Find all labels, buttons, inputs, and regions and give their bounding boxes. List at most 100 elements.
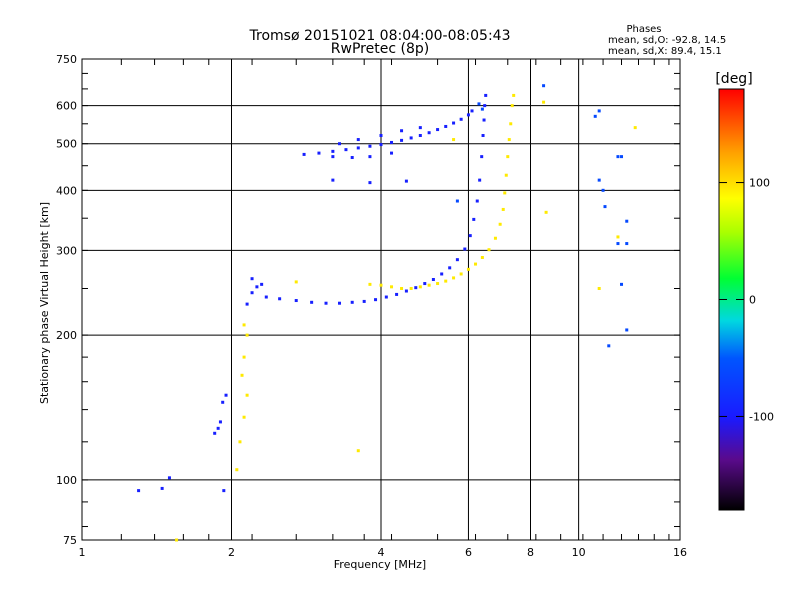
echo-point [409,136,413,140]
echo-point [250,291,254,295]
echo-point [466,113,470,117]
echo-point [455,258,459,262]
echo-point [278,297,282,301]
echo-point [444,279,448,283]
echo-point [427,131,431,135]
chart-subtitle: RwPretec (8p) [331,41,429,57]
echo-point [356,146,360,150]
echo-point [498,222,502,226]
echo-point [250,277,254,281]
echo-point [245,333,249,337]
echo-point [302,152,306,156]
echo-point [484,93,488,97]
echo-point [418,126,422,130]
colorbar-ticks: 100 0 -100 [719,177,774,423]
echo-point [597,109,601,113]
x-tick-label: 8 [527,546,534,559]
echo-point [221,400,225,404]
echo-point [404,289,408,293]
echo-point [448,266,452,270]
echo-point [368,282,372,286]
chart-title: Tromsø 20151021 08:04:00-08:05:43 [249,28,511,44]
echo-point [404,179,408,183]
echo-point [294,280,298,284]
echo-point [310,300,314,304]
echo-point [475,199,479,203]
echo-point [400,286,404,290]
echo-point [616,155,620,159]
echo-point [350,300,354,304]
echo-point [510,104,514,108]
echo-point [482,118,486,122]
data-points [137,84,637,542]
echo-point [213,431,217,435]
colorbar-tick-label: -100 [749,410,774,423]
echo-point [356,449,360,453]
echo-point [242,355,246,359]
echo-point [603,205,607,209]
echo-point [483,104,487,108]
echo-point [607,344,611,348]
echo-point [356,138,360,142]
echo-point [493,236,497,240]
echo-point [431,278,435,282]
echo-point [633,126,637,130]
echo-point [414,286,418,290]
x-tick-label: 4 [378,546,385,559]
echo-point [444,124,448,128]
x-tick-labels: 1 2 4 6 8 10 16 [79,546,688,559]
echo-point [368,155,372,159]
echo-point [242,323,246,327]
echo-point [324,301,328,305]
phase-heading: Phases [626,24,661,35]
echo-point [427,283,431,287]
echo-point [477,102,481,106]
echo-point [509,122,513,126]
x-tick-label: 16 [673,546,687,559]
y-tick-label: 300 [56,244,77,257]
echo-point [481,134,485,138]
echo-point [597,286,601,290]
echo-point [542,100,546,104]
echo-point [395,292,399,296]
echo-point [390,140,394,144]
y-axis-label: Stationary phase Virtual Height [km] [38,202,51,404]
echo-point [368,144,372,148]
echo-point [601,188,605,192]
echo-point [245,302,249,306]
echo-point [616,242,620,246]
echo-point [160,486,164,490]
echo-point [616,235,620,239]
echo-point [472,217,476,221]
x-tick-label: 1 [79,546,86,559]
colorbar-unit: [deg] [715,71,752,87]
echo-point [175,538,179,542]
x-tick-label: 6 [465,546,472,559]
y-tick-label: 200 [56,329,77,342]
echo-point [418,285,422,289]
echo-point [167,476,171,480]
echo-point [260,282,264,286]
x-tick-label: 10 [572,546,586,559]
echo-point [620,155,624,159]
echo-point [480,107,484,111]
echo-point [597,178,601,182]
echo-point [455,199,459,203]
echo-point [625,242,629,246]
echo-point [384,295,388,299]
echo-point [463,247,467,251]
echo-point [362,299,366,303]
echo-point [400,138,404,142]
x-axis-label: Frequency [MHz] [334,558,426,571]
echo-point [264,295,268,299]
grid-lines [82,59,680,540]
echo-point [470,109,474,113]
y-tick-label: 400 [56,184,77,197]
echo-point [436,128,440,132]
echo-point [459,272,463,276]
echo-point [487,248,491,252]
echo-point [368,181,372,185]
echo-point [400,129,404,133]
echo-point [468,234,472,238]
echo-point [338,142,342,146]
